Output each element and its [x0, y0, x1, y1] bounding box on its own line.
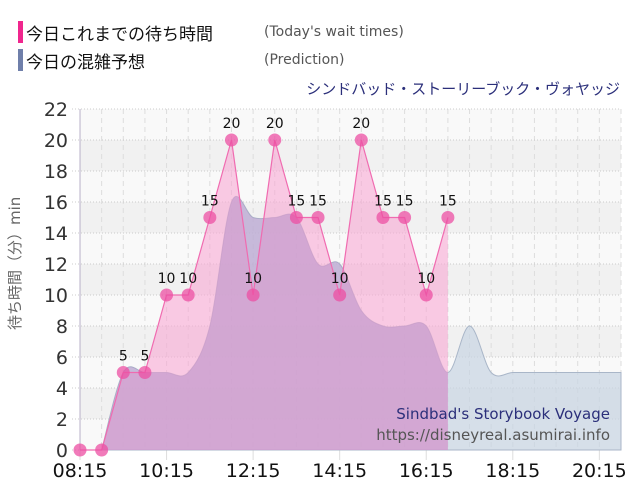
- legend-swatch-prediction: [18, 49, 23, 71]
- y-tick-label: 20: [44, 130, 68, 152]
- today-marker: [203, 211, 217, 224]
- y-tick-label: 8: [56, 316, 68, 338]
- y-tick-label: 22: [44, 99, 68, 121]
- legend-swatch-today: [18, 21, 23, 43]
- legend-label-en: (Today's wait times): [264, 24, 404, 40]
- y-tick-label: 12: [44, 254, 68, 276]
- x-tick-label: 16:15: [399, 460, 454, 482]
- today-marker: [333, 288, 347, 302]
- today-marker: [419, 288, 433, 302]
- x-tick-label: 14:15: [312, 460, 367, 482]
- grid-band: [80, 109, 621, 140]
- y-axis-label: 待ち時間（分）min: [6, 196, 24, 330]
- today-marker: [160, 288, 174, 302]
- watermark-title: Sindbad's Storybook Voyage: [396, 405, 610, 423]
- today-marker: [181, 288, 195, 302]
- x-tick-label: 08:15: [53, 460, 108, 482]
- x-tick-label: 18:15: [485, 460, 540, 482]
- today-data-label: 15: [201, 194, 219, 210]
- chart-subtitle: シンドバッド・ストーリーブック・ヴォヤッジ: [306, 80, 620, 98]
- today-marker: [311, 211, 325, 224]
- today-marker: [441, 211, 455, 224]
- today-data-label: 10: [158, 271, 176, 287]
- today-data-label: 15: [287, 194, 305, 210]
- today-data-label: 15: [396, 194, 414, 210]
- today-marker: [95, 443, 109, 457]
- today-data-label: 5: [119, 349, 128, 365]
- today-marker: [398, 211, 412, 224]
- today-data-label: 15: [439, 194, 457, 210]
- today-marker: [268, 133, 282, 147]
- today-marker: [376, 211, 390, 224]
- today-data-label: 10: [179, 271, 197, 287]
- today-marker: [73, 443, 87, 457]
- legend-label-en: (Prediction): [264, 52, 345, 68]
- today-data-label: 15: [309, 194, 327, 210]
- today-data-label: 5: [140, 349, 149, 365]
- y-tick-label: 4: [56, 378, 68, 400]
- legend-label-jp: 今日これまでの待ち時間: [26, 24, 213, 45]
- y-tick-label: 0: [56, 440, 68, 462]
- y-tick-label: 14: [44, 223, 68, 245]
- today-data-label: 15: [374, 194, 392, 210]
- today-marker: [138, 366, 152, 379]
- y-tick-label: 10: [44, 285, 68, 307]
- y-tick-label: 16: [44, 192, 68, 214]
- y-tick-label: 18: [44, 161, 68, 183]
- today-data-label: 20: [223, 116, 241, 132]
- watermark-url: https://disneyreal.asumirai.info: [376, 426, 610, 444]
- today-marker: [289, 211, 303, 224]
- today-data-label: 20: [266, 116, 284, 132]
- x-tick-label: 12:15: [226, 460, 281, 482]
- legend-item-today: 今日これまでの待ち時間 (Today's wait times): [18, 20, 404, 45]
- legend-item-prediction: 今日の混雑予想 (Prediction): [18, 48, 345, 73]
- y-tick-label: 6: [56, 347, 68, 369]
- y-tick-label: 2: [56, 409, 68, 431]
- today-data-label: 20: [352, 116, 370, 132]
- today-marker: [116, 366, 130, 379]
- today-data-label: 10: [417, 271, 435, 287]
- today-data-label: 10: [244, 271, 262, 287]
- x-tick-label: 10:15: [139, 460, 194, 482]
- legend-label-jp: 今日の混雑予想: [26, 52, 145, 73]
- overlap-area: [101, 196, 448, 450]
- today-marker: [246, 288, 260, 302]
- today-data-label: 10: [331, 271, 349, 287]
- grid-band: [80, 171, 621, 202]
- today-area: [80, 140, 448, 450]
- today-marker: [354, 133, 368, 147]
- x-tick-label: 20:15: [572, 460, 627, 482]
- grid-band: [80, 140, 621, 171]
- today-marker: [224, 133, 238, 147]
